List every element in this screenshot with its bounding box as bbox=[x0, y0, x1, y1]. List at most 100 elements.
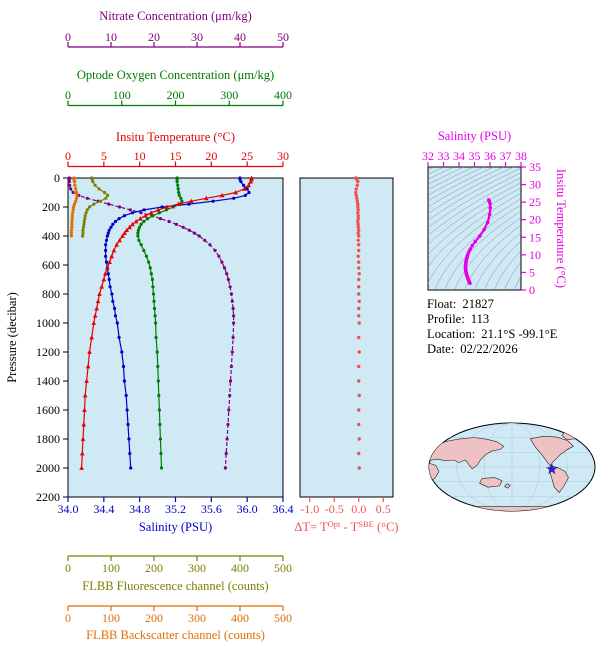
salinity-marker bbox=[113, 314, 118, 318]
optode-oxygen-marker bbox=[157, 408, 161, 412]
salinity-marker bbox=[113, 219, 118, 224]
nitrate-marker bbox=[197, 234, 201, 238]
nitrate-marker bbox=[225, 437, 229, 441]
pressure-tick-label: 200 bbox=[42, 200, 60, 214]
insitu-temperature-marker bbox=[99, 284, 104, 289]
salinity-marker bbox=[211, 199, 215, 203]
isopycnal-line bbox=[428, 167, 514, 214]
optode-oxygen-marker bbox=[151, 292, 156, 296]
fluorescence-tick-label: 100 bbox=[102, 561, 120, 575]
optode-oxygen-marker bbox=[177, 193, 181, 197]
isopycnal-contours bbox=[428, 167, 521, 290]
optode-oxygen-marker bbox=[137, 238, 141, 242]
salinity-tick-label: 36.0 bbox=[237, 502, 258, 516]
delta-t-point bbox=[357, 260, 361, 264]
flbb-fluorescence-marker bbox=[82, 219, 86, 224]
salinity-marker bbox=[115, 321, 119, 325]
delta-t-point bbox=[356, 214, 360, 218]
ts-salinity-axis-title: Salinity (PSU) bbox=[438, 129, 511, 143]
optode-oxygen-marker bbox=[142, 219, 146, 224]
backscatter-tick-label: 100 bbox=[102, 611, 120, 625]
world-map bbox=[428, 422, 596, 512]
nitrate-marker bbox=[139, 211, 143, 215]
profile-value: 113 bbox=[471, 312, 489, 326]
ts-marker bbox=[478, 234, 482, 238]
ts-marker bbox=[487, 198, 491, 202]
nitrate-marker bbox=[227, 408, 231, 412]
oxygen-tick-label: 100 bbox=[113, 88, 131, 102]
salinity-marker bbox=[247, 190, 251, 195]
nitrate-marker bbox=[228, 379, 233, 383]
nitrate-marker bbox=[229, 364, 233, 369]
nitrate-marker bbox=[68, 183, 72, 187]
flbb-backscatter-marker bbox=[74, 187, 78, 191]
nitrate-marker bbox=[128, 208, 132, 212]
delta-t-point bbox=[356, 231, 360, 235]
optode-oxygen-marker bbox=[142, 248, 146, 253]
flbb-fluorescence-marker bbox=[97, 187, 101, 191]
ts-x-tick-label: 38 bbox=[515, 149, 527, 163]
optode-oxygen-marker bbox=[150, 277, 154, 282]
salinity-tick-label: 35.6 bbox=[201, 502, 222, 516]
optode-oxygen-marker bbox=[159, 466, 164, 470]
nitrate-marker bbox=[158, 217, 162, 221]
insitu-temperature-marker bbox=[233, 190, 238, 195]
isopycnal-line bbox=[428, 192, 521, 268]
location-label: Location: bbox=[427, 327, 475, 341]
delta-t-point bbox=[357, 408, 361, 412]
isopycnal-line bbox=[428, 167, 474, 191]
flbb-fluorescence-marker bbox=[104, 196, 108, 200]
nitrate-marker bbox=[231, 306, 235, 311]
salinity-marker bbox=[127, 437, 131, 441]
flbb-fluorescence-marker bbox=[84, 211, 88, 215]
delta-tick-label: 0.0 bbox=[351, 502, 366, 516]
ts-x-tick-label: 36 bbox=[484, 149, 496, 163]
salinity-marker bbox=[129, 466, 133, 470]
delta-t-point bbox=[357, 379, 361, 383]
flbb-backscatter-marker bbox=[74, 199, 78, 203]
backscatter-tick-label: 200 bbox=[145, 611, 163, 625]
delta-t-point bbox=[356, 211, 360, 215]
delta-tick-label: 0.5 bbox=[376, 502, 391, 516]
isopycnal-line bbox=[428, 167, 484, 196]
salinity-marker bbox=[111, 222, 115, 226]
ts-curve-group bbox=[463, 198, 493, 286]
salinity-marker bbox=[111, 299, 115, 303]
pressure-tick-label: 0 bbox=[54, 171, 60, 185]
delta-t-point bbox=[357, 285, 361, 289]
salinity-tick-label: 34.4 bbox=[93, 502, 114, 516]
continent-antarctica bbox=[432, 506, 592, 511]
optode-oxygen-marker bbox=[139, 222, 143, 226]
flbb-fluorescence-marker bbox=[81, 231, 85, 235]
nitrate-marker bbox=[118, 205, 122, 209]
pressure-tick-label: 1000 bbox=[36, 316, 60, 330]
optode-oxygen-marker bbox=[148, 266, 152, 270]
ts-diagram-plot: Salinity (PSU) Insitu Temperature (°C) 3… bbox=[422, 129, 568, 297]
nitrate-marker bbox=[222, 266, 227, 270]
isopycnal-line bbox=[494, 250, 521, 290]
delta-t-point bbox=[356, 179, 360, 184]
delta-plot-area bbox=[299, 177, 394, 498]
ts-x-tick-label: 37 bbox=[500, 149, 512, 163]
flbb-fluorescence-marker bbox=[91, 180, 95, 184]
flbb-backscatter-marker bbox=[72, 202, 77, 206]
nitrate-marker bbox=[187, 228, 191, 232]
profile-line: Profile: 113 bbox=[427, 312, 489, 326]
delta-t-title-part: (°C) bbox=[374, 520, 399, 534]
flbb-backscatter-marker bbox=[69, 228, 73, 232]
insitu-temperature-marker bbox=[219, 192, 225, 198]
float-value: 21827 bbox=[462, 297, 493, 311]
ts-y-tick-label: 20 bbox=[529, 213, 541, 227]
optode-oxygen-marker bbox=[144, 254, 149, 258]
delta-t-point bbox=[357, 272, 361, 276]
flbb-backscatter-marker bbox=[72, 205, 76, 209]
profile-label: Profile: bbox=[427, 312, 465, 326]
delta-t-point bbox=[357, 451, 361, 456]
nitrate-marker bbox=[167, 219, 171, 224]
insitu-temperature-marker bbox=[122, 230, 127, 235]
optode-oxygen-marker bbox=[159, 451, 163, 456]
nitrate-marker bbox=[208, 243, 212, 247]
salinity-marker bbox=[106, 272, 110, 276]
delta-t-point bbox=[357, 266, 361, 270]
delta-t-point bbox=[357, 248, 361, 253]
